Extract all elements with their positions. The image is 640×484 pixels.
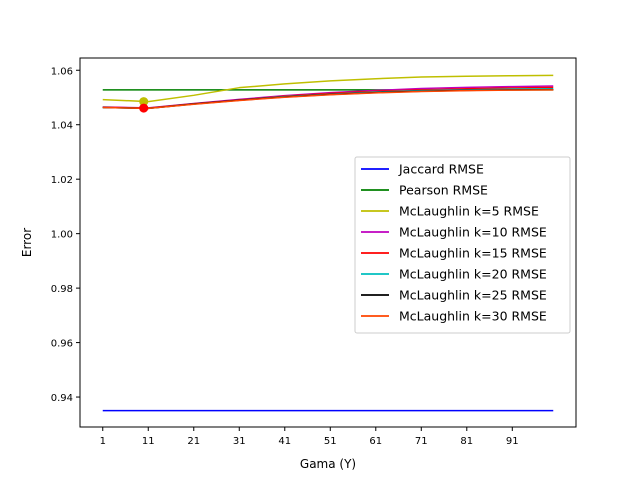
- legend-label: McLaughlin k=25 RMSE: [399, 288, 547, 303]
- x-tick-label: 11: [142, 436, 155, 447]
- x-tick-label: 1: [100, 436, 106, 447]
- y-tick-label: 0.98: [51, 284, 73, 295]
- legend-box: [354, 156, 571, 334]
- legend-label: McLaughlin k=15 RMSE: [399, 246, 547, 261]
- y-tick-label: 1.06: [51, 66, 73, 77]
- series-line-7: [102, 89, 554, 110]
- x-tick-label: 31: [233, 436, 246, 447]
- marker-layer: [139, 97, 149, 113]
- y-tick-label: 1.00: [51, 230, 73, 241]
- y-tick-label: 0.96: [51, 339, 73, 350]
- y-tick-label: 1.04: [51, 121, 73, 132]
- legend-label: Jaccard RMSE: [398, 162, 484, 177]
- x-axis: 1 11 21 31 41 51 61 71 81 91: [100, 427, 519, 447]
- x-tick-label: 61: [369, 436, 382, 447]
- y-axis: 0.94 0.96 0.98 1.00 1.02 1.04 1.06: [51, 66, 80, 404]
- y-axis-label: Error: [20, 228, 34, 257]
- legend-label: McLaughlin k=10 RMSE: [399, 225, 547, 240]
- min-point-marker-2: [139, 97, 149, 107]
- x-tick-label: 91: [506, 436, 519, 447]
- x-tick-label: 51: [324, 436, 337, 447]
- y-tick-label: 0.94: [51, 393, 73, 404]
- series-line-2: [102, 74, 554, 103]
- x-tick-label: 81: [460, 436, 473, 447]
- min-point-marker-4: [139, 103, 149, 113]
- legend[interactable]: Jaccard RMSE Pearson RMSE McLaughlin k=5 R…: [354, 156, 571, 334]
- plot-frame: [79, 57, 577, 428]
- legend-label: McLaughlin k=20 RMSE: [399, 267, 547, 282]
- x-tick-label: 71: [415, 436, 428, 447]
- x-tick-label: 21: [187, 436, 200, 447]
- x-axis-label: Gama (Y): [300, 457, 356, 471]
- legend-label: McLaughlin k=5 RMSE: [399, 204, 539, 219]
- legend-label: McLaughlin k=30 RMSE: [399, 309, 547, 324]
- series-layer: [102, 74, 554, 412]
- legend-label: Pearson RMSE: [399, 183, 488, 198]
- x-tick-label: 41: [278, 436, 291, 447]
- y-tick-label: 1.02: [51, 175, 73, 186]
